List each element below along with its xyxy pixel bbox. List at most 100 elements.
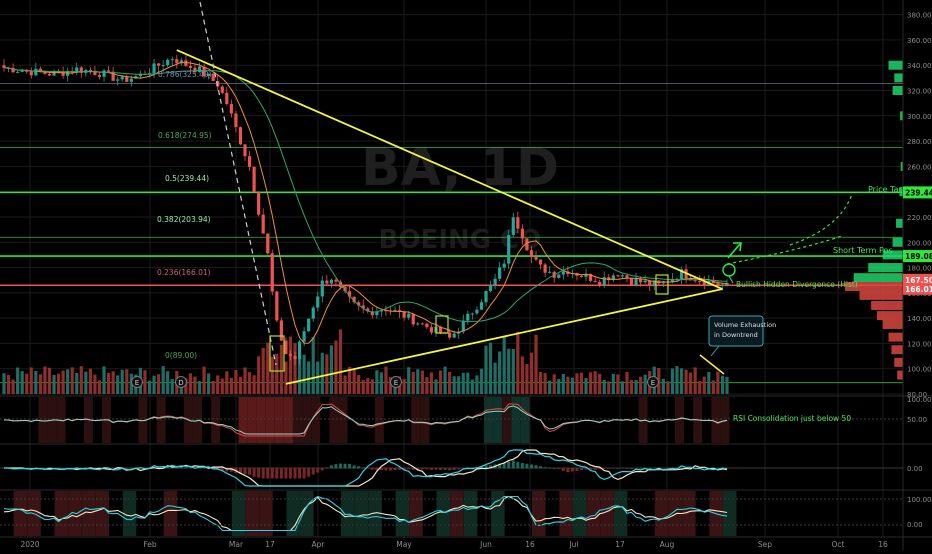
rsi-bg-42: [192, 397, 202, 443]
candle-body-128: [584, 273, 588, 277]
candle-body-86: [393, 310, 397, 312]
volume-bar-54: [247, 372, 252, 394]
price-tick-2: 340.00: [907, 62, 932, 70]
volume-bar-48: [220, 378, 224, 394]
candle-body-88: [402, 311, 406, 318]
rsi-line-signal: [4, 405, 728, 435]
stoch-bg-63: [286, 491, 300, 536]
volume-bar-80: [366, 378, 370, 394]
macd-hist-124: [566, 468, 570, 473]
stoch-bg-132: [600, 491, 614, 536]
time-label-2: Mar: [229, 540, 244, 549]
price-tick-15: 80.00: [907, 391, 927, 399]
volume-bar-106: [484, 345, 488, 394]
candle-body-133: [607, 277, 611, 281]
volume-bar-92: [420, 370, 424, 394]
macd-hist-59: [270, 468, 274, 479]
macd-hist-68: [311, 468, 315, 475]
candle-body-39: [179, 60, 183, 64]
macd-hist-128: [584, 468, 588, 470]
volume-bar-129: [588, 372, 593, 394]
stoch-bg-129: [586, 491, 601, 536]
volume-bar-127: [579, 372, 584, 394]
volume-bar-81: [370, 379, 374, 394]
stoch-bg-87: [395, 491, 410, 536]
price-badge-label-2: 167.50: [905, 276, 932, 285]
time-axis[interactable]: 2020 Feb Mar 17 Apr May Jun 16 Jul 17 Aug Sep Oct 16: [0, 536, 932, 549]
macd-hist-118: [539, 466, 543, 469]
macd-hist-66: [302, 468, 306, 479]
candle-body-75: [343, 287, 347, 292]
stoch-bg-135: [613, 491, 628, 536]
candle-body-12: [56, 71, 61, 73]
fib-label-0382: 0.382(203.94): [157, 215, 211, 224]
macd-pane: [0, 449, 903, 487]
candle-body-70: [320, 280, 324, 297]
candle-body-153: [698, 281, 702, 283]
volume-bar-153: [698, 381, 702, 394]
volume-bar-7: [34, 370, 38, 394]
macd-hist-39: [179, 466, 183, 469]
time-label-13: 16: [878, 540, 888, 549]
candle-body-99: [452, 333, 456, 338]
time-label-6: Jun: [479, 540, 492, 549]
volume-bar-40: [184, 378, 188, 394]
volume-bar-67: [307, 361, 311, 394]
macd-hist-99: [452, 468, 456, 470]
macd-hist-112: [511, 460, 515, 469]
candle-body-50: [229, 104, 233, 114]
stoch-bg-144: [654, 491, 669, 536]
volume-bar-15: [70, 367, 74, 394]
volume-bar-46: [211, 380, 215, 394]
macd-hist-157: [716, 468, 720, 469]
candle-body-82: [375, 311, 379, 316]
macd-hist-97: [443, 468, 447, 470]
macd-hist-55: [252, 468, 256, 477]
ma-line-ma_fast: [4, 61, 728, 344]
macd-hist-52: [238, 468, 242, 474]
macd-hist-94: [429, 468, 433, 470]
candle-body-42: [193, 67, 197, 73]
price-tick-13: 120.00: [907, 340, 932, 348]
macd-hist-25: [116, 468, 120, 469]
volume-bar-90: [411, 371, 415, 394]
time-label-11: Sep: [758, 540, 772, 549]
macd-main-line: [4, 449, 728, 487]
volume-bar-84: [384, 366, 388, 394]
volume-bar-8: [38, 374, 42, 394]
candle-body-142: [648, 280, 652, 286]
volume-bar-58: [266, 342, 270, 394]
macd-hist-114: [520, 463, 524, 469]
volume-exhaustion-callout: Volume Exhaustion in Downtrend: [708, 315, 776, 357]
macd-hist-74: [338, 463, 342, 469]
candle-body-19: [88, 70, 92, 72]
volume-bar-151: [689, 372, 693, 394]
macd-hist-130: [593, 468, 597, 470]
candle-body-138: [629, 278, 634, 285]
macd-hist-65: [298, 468, 302, 479]
macd-hist-83: [379, 468, 383, 471]
fib-label-0236: 0.236(166.01): [157, 268, 211, 277]
volume-bar-100: [457, 376, 461, 394]
volume-bar-1: [6, 374, 11, 394]
candle-body-59: [270, 253, 274, 292]
divergence-pointer: [728, 275, 734, 284]
stoch-bg-51: [231, 491, 246, 536]
watermark-company: BOEING CO: [379, 225, 542, 255]
candle-body-22: [102, 70, 106, 77]
stochastic-pane: [0, 491, 903, 536]
price-tick-12: 140.00: [907, 315, 932, 323]
macd-hist-92: [420, 468, 424, 470]
rsi-bg-82: [374, 397, 384, 443]
volume-bar-88: [402, 378, 406, 394]
candle-body-81: [370, 311, 374, 316]
stoch-bg-54: [245, 491, 260, 536]
volume-bar-49: [225, 371, 229, 394]
rsi-tick-50: 50.00: [907, 416, 927, 424]
macd-hist-9: [43, 468, 47, 469]
rsi-tick-100: 100.00: [907, 396, 932, 404]
event-marker-label-3: E: [651, 379, 655, 387]
volume-bar-152: [693, 367, 697, 394]
